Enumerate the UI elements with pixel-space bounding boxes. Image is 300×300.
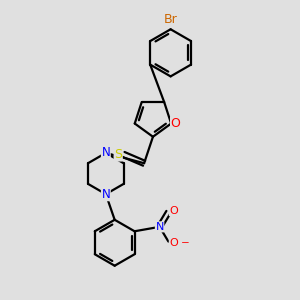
Text: S: S [114,148,122,161]
Text: O: O [169,238,178,248]
Text: O: O [171,117,181,130]
Text: O: O [169,206,178,216]
Text: N: N [101,146,110,159]
Text: Br: Br [164,14,178,26]
Text: −: − [181,238,190,248]
Text: N: N [101,188,110,201]
Text: N: N [155,222,164,232]
